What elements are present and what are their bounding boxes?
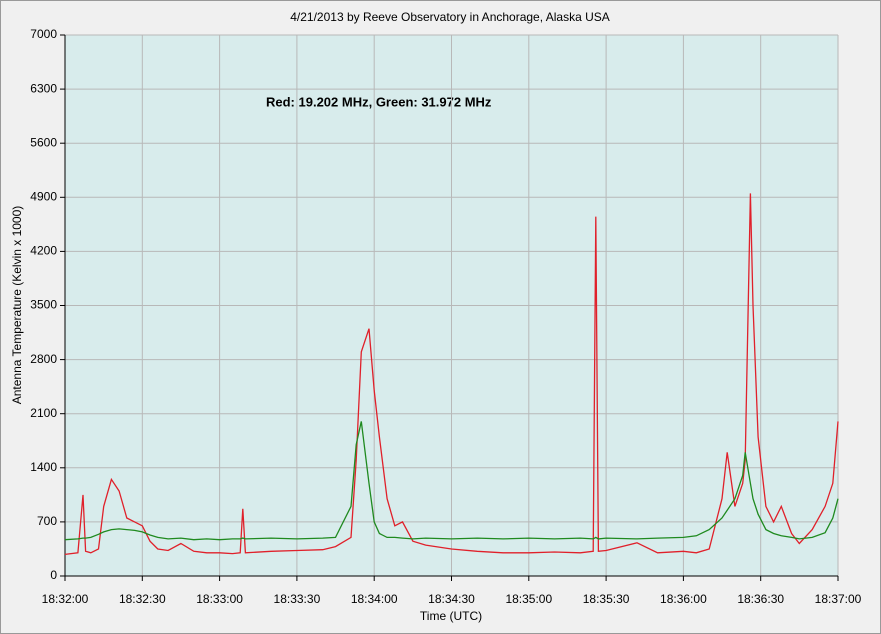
x-axis-label: Time (UTC) [420,609,482,623]
y-tick-label: 1400 [30,460,57,474]
y-axis-label: Antenna Temperature (Kelvin x 1000) [10,206,24,405]
x-tick-label: 18:37:00 [815,592,862,606]
y-tick-label: 7000 [30,27,57,41]
y-tick-label: 2100 [30,406,57,420]
annotation: Red: 19.202 MHz, Green: 31.972 MHz [266,94,492,109]
x-tick-label: 18:34:00 [351,592,398,606]
x-tick-label: 18:32:30 [119,592,166,606]
chart-title: 4/21/2013 by Reeve Observatory in Anchor… [290,10,610,24]
x-tick-label: 18:35:00 [505,592,552,606]
y-tick-label: 4200 [30,244,57,258]
x-tick-label: 18:32:00 [42,592,89,606]
x-tick-label: 18:36:30 [737,592,784,606]
y-tick-label: 5600 [30,135,57,149]
series-line [64,421,839,541]
y-tick-label: 4900 [30,189,57,203]
y-tick-label: 0 [50,568,57,582]
x-tick-label: 18:36:00 [660,592,707,606]
y-tick-label: 700 [37,514,57,528]
y-tick-label: 2800 [30,352,57,366]
x-tick-label: 18:33:00 [196,592,243,606]
y-tick-label: 3500 [30,298,57,312]
x-tick-label: 18:34:30 [428,592,475,606]
x-tick-label: 18:33:30 [274,592,321,606]
y-tick-label: 6300 [30,81,57,95]
x-tick-label: 18:35:30 [583,592,630,606]
